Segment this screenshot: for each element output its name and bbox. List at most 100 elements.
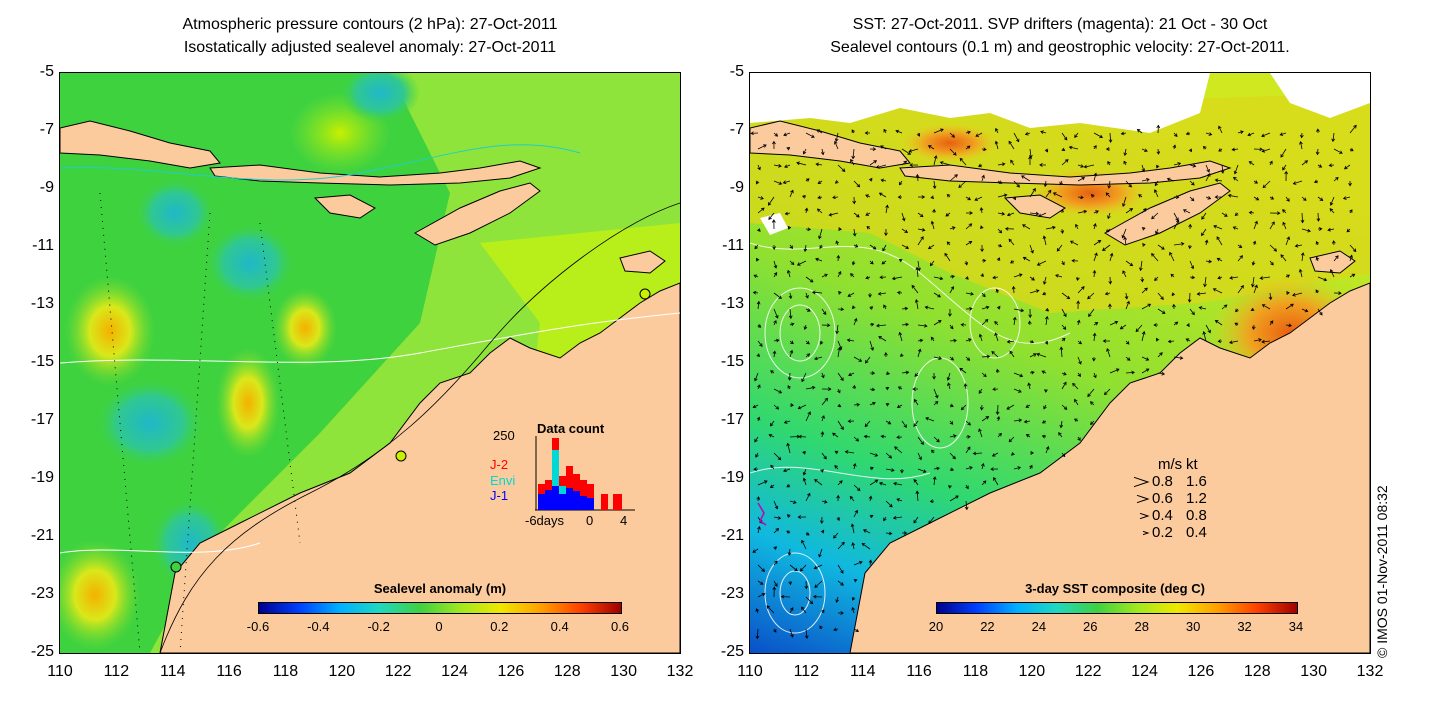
velocity-arrow: [853, 484, 861, 492]
velocity-arrow: [805, 292, 809, 299]
velocity-arrow: [869, 260, 874, 265]
velocity-arrow: [756, 416, 761, 422]
velocity-arrow: [802, 450, 807, 455]
velocity-arrow: [1237, 255, 1244, 262]
velocity-arrow: [949, 174, 958, 182]
colorbar-tick-label: 0.2: [490, 619, 509, 634]
velocity-arrow: [773, 180, 783, 185]
velocity-arrow: [980, 244, 984, 253]
velocity-arrow: [1105, 228, 1111, 233]
colorbar-tick-label: 0.6: [610, 619, 630, 634]
velocity-arrow: [1248, 161, 1255, 166]
australia-land: [159, 282, 680, 653]
velocity-arrow: [834, 132, 839, 143]
velocity-arrow: [1172, 303, 1176, 310]
histogram-bar: [538, 494, 545, 510]
pressure-contour: [60, 542, 261, 554]
velocity-arrow: [768, 434, 775, 438]
velocity-arrow: [965, 276, 969, 280]
velocity-arrow: [1061, 452, 1066, 458]
velocity-arrow: [1218, 148, 1223, 152]
velocity-arrow: [786, 269, 791, 278]
left-colorbar: [258, 602, 622, 614]
y-axis-label: -21: [720, 527, 744, 544]
histogram-bar: [573, 491, 580, 510]
java-island: [750, 120, 911, 169]
data-count-legend-j1: J-1: [490, 488, 509, 503]
velocity-arrow: [1141, 303, 1152, 310]
velocity-arrow: [851, 305, 856, 310]
velocity-arrow: [851, 148, 856, 160]
velocity-arrow: [1348, 180, 1352, 187]
velocity-arrow: [757, 324, 762, 328]
velocity-arrow: [949, 403, 954, 408]
x-axis-label: 112: [103, 663, 130, 680]
velocity-arrow: [1233, 164, 1239, 175]
y-axis-label: -23: [30, 585, 54, 602]
velocity-arrow: [1235, 308, 1239, 313]
velocity-arrow: [1213, 224, 1223, 230]
velocity-arrow: [1093, 322, 1099, 326]
velocity-arrow: [902, 531, 908, 535]
velocity-arrow: [1214, 178, 1223, 183]
velocity-arrow: [849, 495, 855, 502]
y-axis-label: -7: [729, 121, 744, 138]
velocity-arrow: [866, 225, 871, 230]
histogram-bar: [559, 486, 566, 494]
colorbar-tick-label: 32: [1237, 619, 1252, 634]
velocity-arrow: [770, 370, 775, 374]
velocity-arrow: [851, 606, 855, 614]
velocity-arrow: [1189, 196, 1195, 202]
velocity-arrow: [915, 266, 920, 278]
velocity-arrow: [850, 273, 855, 278]
velocity-arrow: [796, 161, 807, 166]
x-axis-label: 128: [553, 663, 581, 680]
velocity-arrow: [1028, 308, 1033, 319]
velocity-arrow: [801, 539, 807, 550]
sst-hot-spot: [900, 123, 1000, 163]
velocity-arrow: [1087, 388, 1095, 398]
velocity-arrow: [885, 468, 895, 472]
velocity-arrow: [1156, 124, 1161, 134]
velocity-arrow: [783, 468, 791, 473]
velocity-arrow: [1259, 276, 1271, 280]
velocity-arrow: [965, 306, 973, 311]
velocity-arrow: [757, 144, 767, 150]
velocity-arrow: [1077, 195, 1084, 200]
velocity-arrow: [816, 208, 823, 214]
velocity-arrow: [1343, 164, 1351, 170]
velocity-arrow: [815, 162, 823, 167]
velocity-arrow: [1093, 145, 1097, 150]
velocity-arrow: [1205, 196, 1212, 200]
velocity-arrow: [1186, 323, 1191, 327]
velocity-arrow: [946, 193, 951, 198]
velocity-arrow: [1166, 177, 1175, 182]
velocity-arrow: [803, 324, 808, 331]
velocity-arrow: [773, 388, 783, 394]
velocity-arrow: [852, 384, 857, 390]
velocity-arrow: [803, 244, 808, 253]
velocity-arrow: [959, 157, 967, 166]
velocity-arrow: [789, 403, 794, 407]
velocity-arrow: [1187, 292, 1192, 303]
velocity-arrow: [964, 500, 969, 511]
velocity-arrow: [757, 164, 761, 171]
velocity-arrow: [1301, 228, 1311, 233]
velocity-arrow: [995, 288, 1000, 294]
anomaly-cool-blob: [340, 73, 420, 123]
velocity-arrow: [1201, 228, 1207, 237]
colorbar-tick-label: 34: [1288, 619, 1304, 634]
velocity-arrow: [933, 356, 943, 360]
velocity-arrow: [837, 388, 841, 394]
velocity-arrow: [997, 243, 1003, 248]
velocity-arrow: [865, 194, 871, 198]
left-map-panel: Data count 250 J-2 Envi J-1: [60, 73, 680, 653]
velocity-arrow: [1083, 164, 1095, 169]
velocity-arrow: [783, 132, 791, 137]
velocity-arrow: [1092, 356, 1096, 362]
velocity-arrow: [1253, 220, 1258, 230]
velocity-arrow: [1155, 228, 1159, 235]
velocity-legend-ms: 0.8: [1152, 473, 1173, 490]
velocity-arrow: [1125, 180, 1132, 188]
velocity-arrow: [862, 529, 871, 534]
